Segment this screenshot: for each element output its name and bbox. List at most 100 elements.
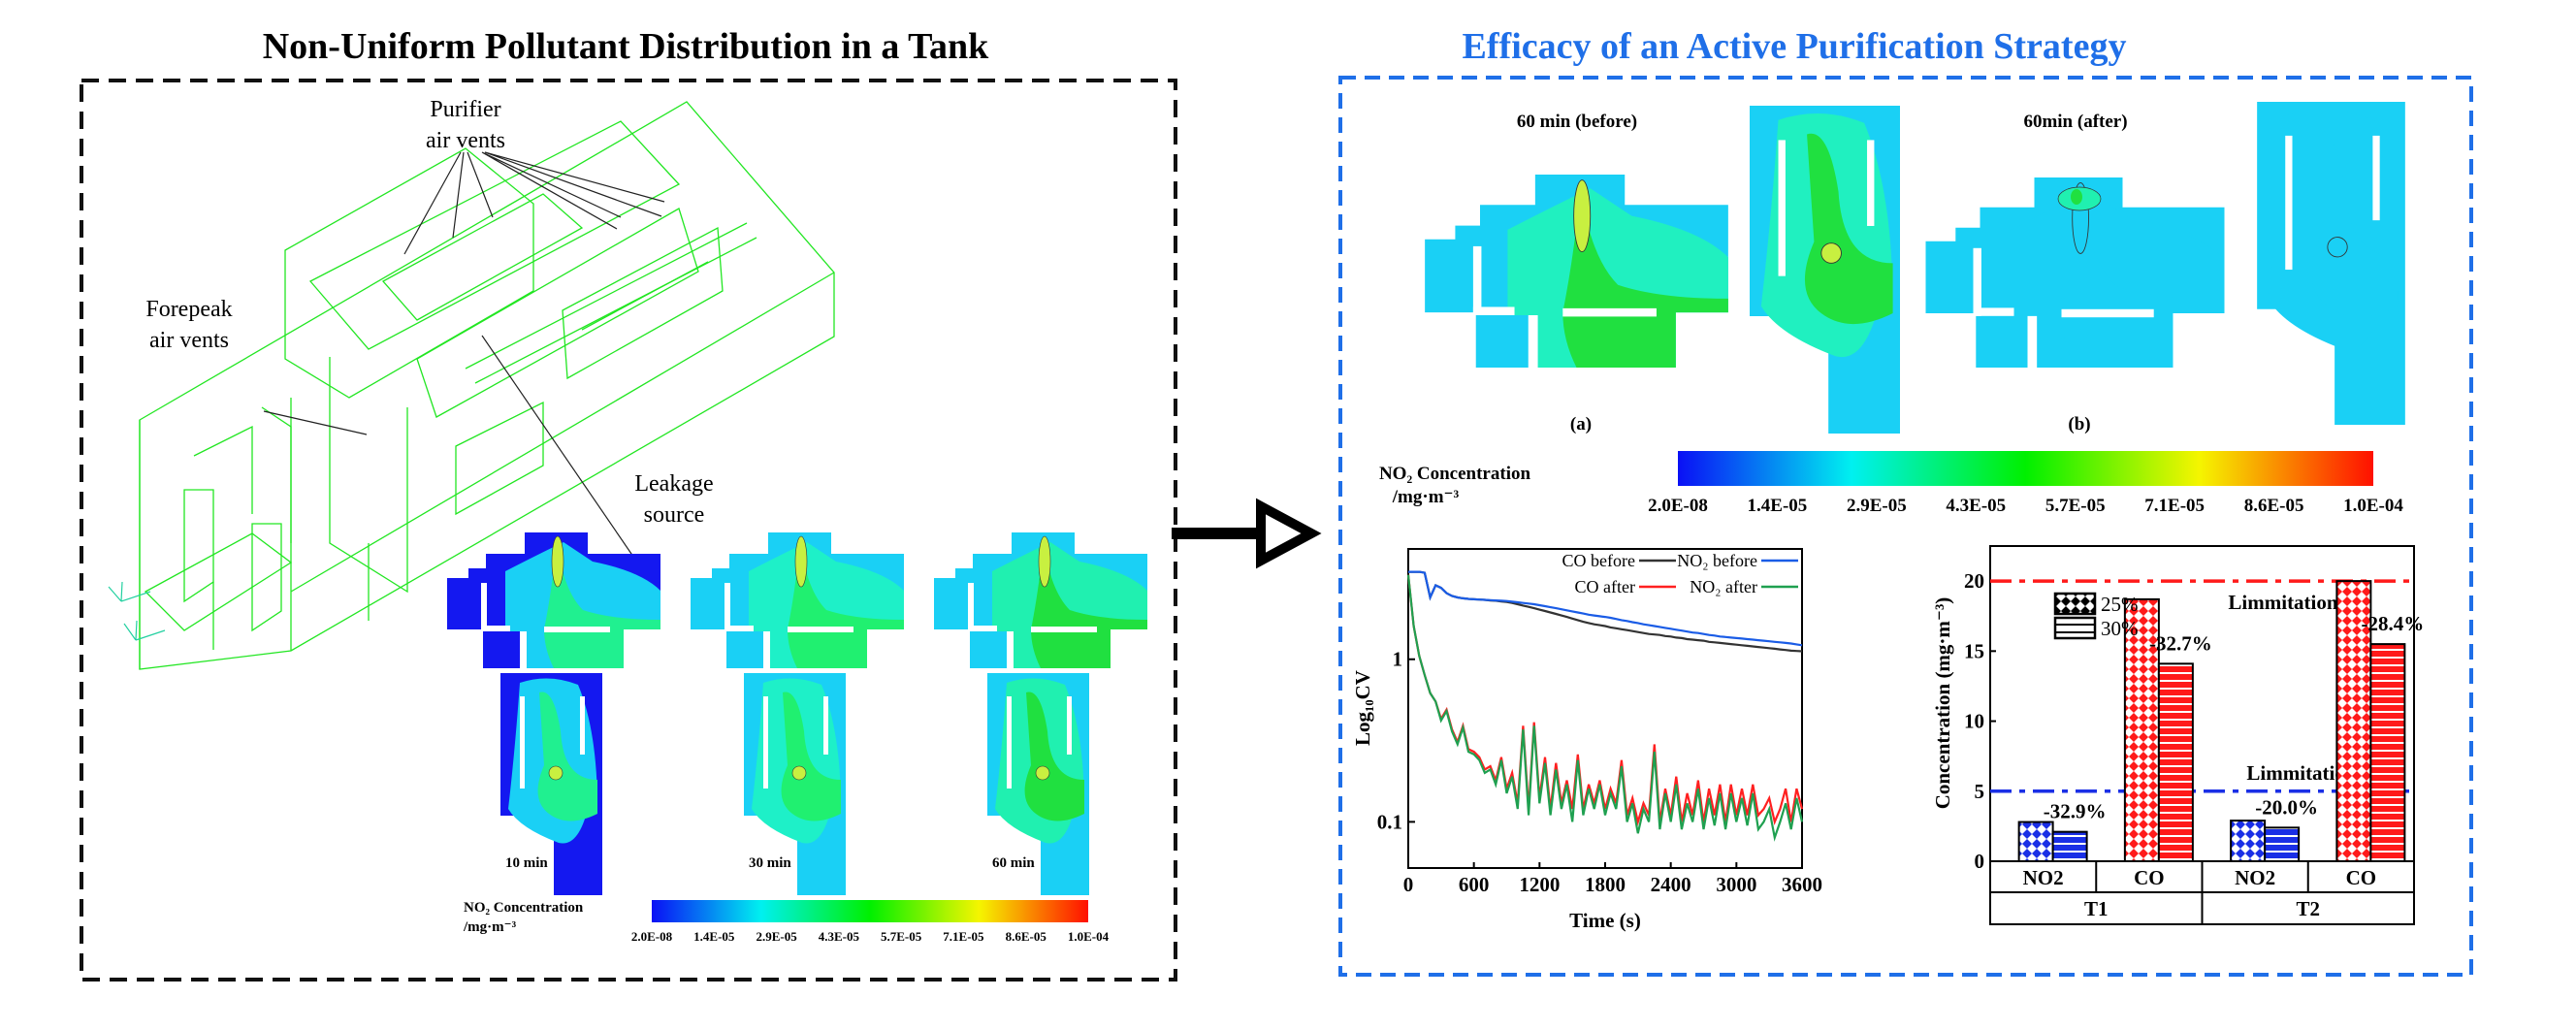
y-axis-label: Concentration (mg·m⁻³) xyxy=(1931,597,1954,810)
log-cv-line-chart: Time (s) Log₁₀CV 0 600 1200 1800 2400 3000 360… xyxy=(1351,548,1822,932)
reduction-label: -32.9% xyxy=(2044,800,2107,823)
bar-no2-t1-25pct xyxy=(2017,821,2054,862)
snapshot-label: 30 min xyxy=(749,855,791,871)
before-label: 60 min (before) xyxy=(1517,112,1637,132)
forepeak-label-line2: air vents xyxy=(149,328,229,353)
category-label: CO xyxy=(2346,866,2377,889)
x-tick-label: 3000 xyxy=(1716,873,1756,896)
colorbar-tick-label: 5.7E-05 xyxy=(881,929,922,944)
bar-no2-t1-30pct xyxy=(2051,830,2088,863)
x-tick-label: 1800 xyxy=(1585,873,1626,896)
x-tick-label: 2400 xyxy=(1651,873,1691,896)
contour-snapshot-60min: 60 min xyxy=(933,531,1148,896)
legend-swatch xyxy=(2053,616,2097,640)
x-axis-label: Time (s) xyxy=(1569,909,1641,932)
y-tick-label: 1 xyxy=(1393,648,1403,671)
colorbar-title: NO₂ Concentration xyxy=(464,900,584,916)
x-tick-label: 3600 xyxy=(1782,873,1822,896)
colorbar-tick-label: 4.3E-05 xyxy=(1946,496,2006,516)
snapshot-label: 60 min xyxy=(992,855,1035,871)
category-label: NO2 xyxy=(2235,866,2275,889)
colorbar-tick-label: 7.1E-05 xyxy=(943,929,984,944)
colorbar-title: NO₂ Concentration xyxy=(1379,464,1531,484)
bar-no2-t2-30pct xyxy=(2264,826,2301,862)
group-label: T2 xyxy=(2296,897,2320,920)
bar-co-t1-25pct xyxy=(2123,597,2160,863)
right-colorbar: NO₂ Concentration /mg·m⁻³ 2.0E-08 1.4E-05… xyxy=(1379,451,2403,516)
colorbar-gradient xyxy=(1678,451,2373,486)
y-tick-label: 5 xyxy=(1975,780,1985,803)
legend-label: 30% xyxy=(2101,617,2139,640)
colorbar-gradient xyxy=(652,900,1088,922)
subfigure-b-label: (b) xyxy=(2068,414,2090,435)
bar-co-t2-25pct xyxy=(2335,580,2372,862)
legend-label: NO₂ after xyxy=(1690,577,1757,596)
legend-label: CO before xyxy=(1562,551,1635,570)
purifier-label-line1: Purifier xyxy=(430,97,500,122)
axis-triad-icon xyxy=(108,581,166,641)
colorbar-tick-label: 2.9E-05 xyxy=(1847,496,1907,516)
tank-wireframe xyxy=(139,101,835,670)
limit-label: Limmitation xyxy=(2228,591,2337,614)
colorbar-tick-label: 2.9E-05 xyxy=(756,929,797,944)
bar-no2-t2-25pct xyxy=(2230,820,2267,862)
y-tick-label: 10 xyxy=(1964,710,1984,733)
concentration-bar-chart: Concentration (mg·m⁻³) 0 5 10 15 20 Limmitat… xyxy=(1931,545,2425,925)
plot-frame xyxy=(1407,548,1803,869)
contour-before xyxy=(1424,105,1901,435)
legend-label: NO₂ before xyxy=(1677,551,1757,570)
x-tick-label: 600 xyxy=(1459,873,1490,896)
colorbar-tick-label: 1.0E-04 xyxy=(1068,929,1110,944)
left-panel-title: Non-Uniform Pollutant Distribution in a … xyxy=(263,26,989,67)
colorbar-unit: /mg·m⁻³ xyxy=(463,919,517,935)
y-tick-label: 0 xyxy=(1975,850,1985,873)
x-tick-label: 1200 xyxy=(1519,873,1560,896)
left-panel-frame xyxy=(80,79,1177,982)
contour-snapshot-30min: 30 min xyxy=(690,531,905,896)
contour-snapshot-10min: 10 min xyxy=(446,531,661,896)
right-panel-frame xyxy=(1338,76,2473,977)
legend-swatch xyxy=(2053,592,2097,616)
y-tick-label: 20 xyxy=(1964,569,1984,593)
colorbar-tick-label: 2.0E-08 xyxy=(631,929,673,944)
wireframe-leader-lines xyxy=(263,151,665,573)
leakage-label-line1: Leakage xyxy=(634,471,713,497)
colorbar-tick-label: 8.6E-05 xyxy=(2244,496,2304,516)
y-axis-label: Log₁₀CV xyxy=(1351,670,1374,746)
series-line-no-before xyxy=(1408,570,1803,647)
colorbar-unit: /mg·m⁻³ xyxy=(1392,487,1460,507)
left-colorbar: NO₂ Concentration /mg·m⁻³ 2.0E-08 1.4E-05… xyxy=(463,900,1110,944)
y-tick-label: 15 xyxy=(1964,639,1984,662)
y-tick-label: 0.1 xyxy=(1377,810,1402,833)
colorbar-tick-label: 8.6E-05 xyxy=(1006,929,1047,944)
contour-after xyxy=(1924,101,2406,426)
category-label: CO xyxy=(2134,866,2165,889)
colorbar-tick-label: 1.4E-05 xyxy=(693,929,735,944)
right-panel-title: Efficacy of an Active Purification Strat… xyxy=(1463,26,2127,67)
group-label: T1 xyxy=(2084,897,2109,920)
reduction-label: -28.4% xyxy=(2362,612,2425,635)
colorbar-tick-label: 5.7E-05 xyxy=(2045,496,2106,516)
colorbar-tick-label: 1.0E-04 xyxy=(2343,496,2403,516)
colorbar-tick-label: 2.0E-08 xyxy=(1648,496,1708,516)
series-line-co-after xyxy=(1406,574,1804,826)
colorbar-tick-label: 1.4E-05 xyxy=(1748,496,1808,516)
after-label: 60min (after) xyxy=(2023,112,2127,132)
reduction-label: -32.7% xyxy=(2149,631,2212,655)
leakage-label-line2: source xyxy=(644,502,705,528)
bar-co-t1-30pct xyxy=(2157,662,2194,862)
legend-label: 25% xyxy=(2101,593,2139,616)
colorbar-tick-label: 4.3E-05 xyxy=(819,929,860,944)
forepeak-label-line1: Forepeak xyxy=(145,297,232,322)
legend-label: CO after xyxy=(1575,577,1635,596)
x-tick-label: 0 xyxy=(1403,873,1414,896)
series-line-no-after xyxy=(1406,574,1804,842)
reduction-label: -20.0% xyxy=(2255,795,2318,819)
category-label: NO2 xyxy=(2023,866,2064,889)
snapshot-label: 10 min xyxy=(505,855,548,871)
bar-co-t2-30pct xyxy=(2369,643,2406,862)
subfigure-a-label: (a) xyxy=(1570,414,1592,435)
flow-arrow-icon xyxy=(1172,498,1322,569)
purifier-label-line2: air vents xyxy=(426,128,505,153)
